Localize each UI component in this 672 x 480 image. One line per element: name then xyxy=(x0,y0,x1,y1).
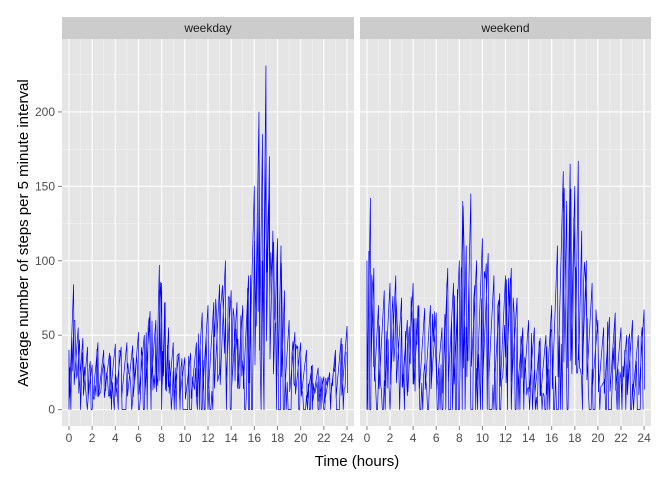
x-tick-label: 8 xyxy=(158,431,165,445)
x-axis-title: Time (hours) xyxy=(315,453,399,470)
x-tick-label: 8 xyxy=(456,431,463,445)
x-tick-label: 14 xyxy=(522,431,536,445)
y-tick-label: 100 xyxy=(35,254,55,268)
strip-label-weekend: weekend xyxy=(480,21,529,35)
x-tick-label: 6 xyxy=(135,431,142,445)
y-axis-title: Average number of steps per 5 minute int… xyxy=(15,79,32,386)
strip-background xyxy=(62,17,354,39)
x-tick-label: 22 xyxy=(317,431,331,445)
y-tick-label: 150 xyxy=(35,179,55,193)
x-tick-label: 16 xyxy=(545,431,559,445)
strip-label-weekday: weekday xyxy=(183,21,231,35)
panels-layer: weekday weekend xyxy=(62,17,651,426)
y-tick-label: 0 xyxy=(48,403,55,417)
series-line-weekday xyxy=(68,65,348,410)
x-tick-label: 10 xyxy=(178,431,192,445)
x-tick-label: 0 xyxy=(66,431,73,445)
x-tick-label: 24 xyxy=(637,431,651,445)
series-line-weekend xyxy=(366,160,645,410)
x-tick-label: 6 xyxy=(433,431,440,445)
x-tick-label: 10 xyxy=(476,431,490,445)
strip-background xyxy=(360,17,651,39)
x-tick-label: 20 xyxy=(591,431,605,445)
y-tick-label: 50 xyxy=(42,328,56,342)
x-tick-label: 24 xyxy=(340,431,354,445)
x-tick-label: 14 xyxy=(224,431,238,445)
x-tick-label: 0 xyxy=(364,431,371,445)
panel-weekday: weekday xyxy=(62,17,354,426)
x-tick-label: 18 xyxy=(271,431,285,445)
y-axis-ticks: 0 50 100 150 200 xyxy=(35,105,62,417)
x-tick-label: 12 xyxy=(201,431,215,445)
x-tick-label: 18 xyxy=(568,431,582,445)
x-tick-label: 16 xyxy=(248,431,262,445)
y-tick-label: 200 xyxy=(35,105,55,119)
x-tick-label: 2 xyxy=(89,431,96,445)
x-tick-label: 22 xyxy=(614,431,628,445)
panel-weekend: weekend xyxy=(360,17,651,426)
x-tick-label: 2 xyxy=(387,431,394,445)
x-tick-label: 20 xyxy=(294,431,308,445)
x-tick-label: 4 xyxy=(112,431,119,445)
x-tick-label: 12 xyxy=(499,431,513,445)
x-tick-label: 4 xyxy=(410,431,417,445)
x-axis-ticks: 0 2 4 6 8 10 12 14 16 18 20 22 24 0 2 4 6 8 10 12 14 16 18 20 22… xyxy=(66,426,651,445)
